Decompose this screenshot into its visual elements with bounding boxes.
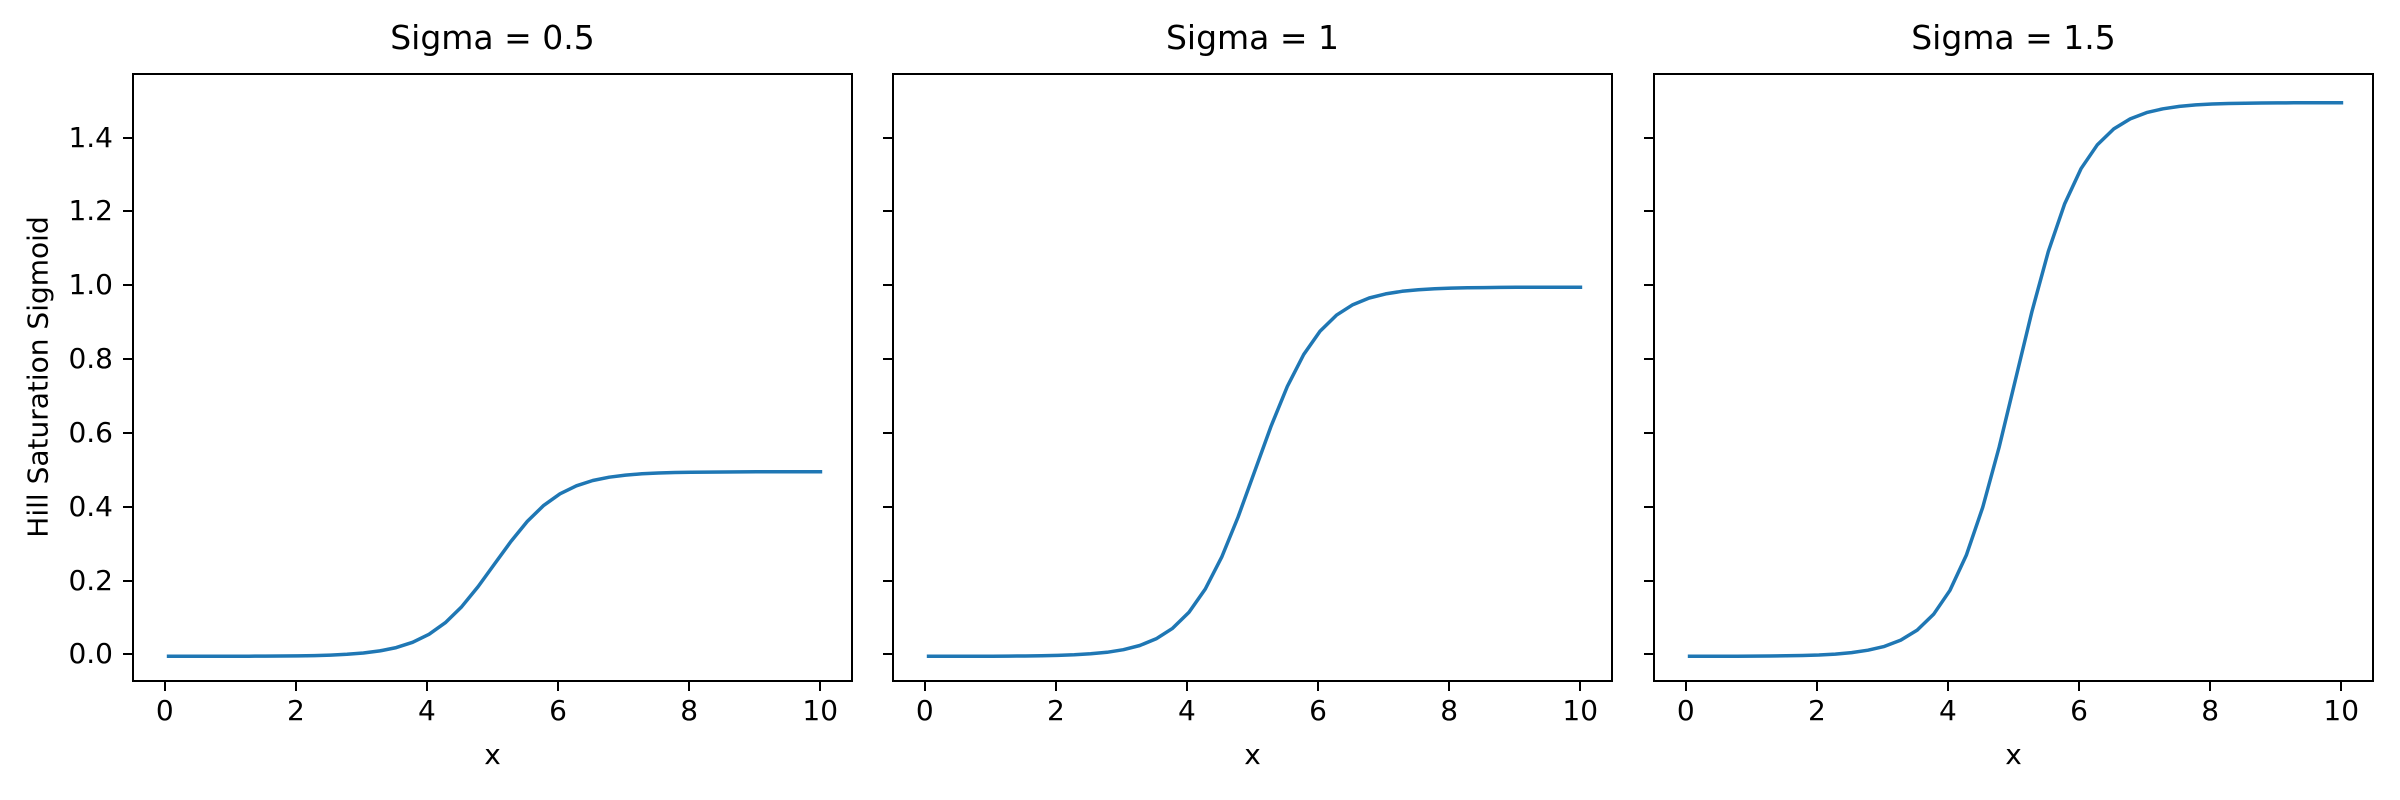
- y-tick-label: 0.8: [68, 342, 113, 376]
- y-tick-label: 1.2: [68, 194, 113, 228]
- sigmoid-curve: [166, 470, 823, 659]
- x-tick-mark: [163, 682, 166, 691]
- x-tick-label: 0: [1676, 694, 1695, 727]
- x-tick-mark: [1448, 682, 1451, 691]
- y-tick-mark: [883, 653, 892, 656]
- y-tick-mark: [123, 358, 132, 361]
- x-tick-mark: [1317, 682, 1320, 691]
- y-tick-mark: [883, 210, 892, 213]
- y-tick-mark: [883, 284, 892, 287]
- x-tick-label: 10: [1562, 694, 1599, 727]
- subplot-sigma-1-5: Sigma = 1.5 x 0 2 4 6 8 10: [1644, 0, 2374, 800]
- y-tick-label: 0.6: [68, 415, 113, 449]
- x-tick-mark: [2340, 682, 2343, 691]
- y-tick-label: 1.4: [68, 120, 113, 154]
- x-axis-label: x: [1244, 738, 1261, 771]
- x-tick-mark: [923, 682, 926, 691]
- subplot-title: Sigma = 0.5: [390, 18, 595, 57]
- x-tick-mark: [1054, 682, 1057, 691]
- y-tick-mark: [1644, 505, 1653, 508]
- y-tick-mark: [123, 284, 132, 287]
- y-tick-label: 1.0: [68, 268, 113, 302]
- y-tick-mark: [1644, 579, 1653, 582]
- x-tick-mark: [1185, 682, 1188, 691]
- sigmoid-curve: [926, 285, 1583, 659]
- plot-area: [892, 73, 1613, 682]
- x-tick-label: 6: [2070, 694, 2088, 727]
- x-tick-label: 0: [155, 694, 174, 727]
- x-tick-label: 8: [2201, 694, 2220, 727]
- x-tick-mark: [1579, 682, 1582, 691]
- x-axis-label: x: [484, 738, 501, 771]
- plot-area: [1653, 73, 2374, 682]
- y-tick-mark: [883, 431, 892, 434]
- x-tick-label: 4: [1178, 694, 1196, 727]
- y-tick-mark: [883, 358, 892, 361]
- x-tick-mark: [1815, 682, 1818, 691]
- y-tick-mark: [1644, 431, 1653, 434]
- x-tick-label: 8: [680, 694, 699, 727]
- curve-svg: [166, 470, 823, 659]
- x-tick-mark: [2078, 682, 2081, 691]
- y-tick-mark: [883, 136, 892, 139]
- y-tick-mark: [123, 505, 132, 508]
- y-tick-mark: [1644, 136, 1653, 139]
- x-tick-label: 0: [915, 694, 934, 727]
- subplot-title: Sigma = 1: [1165, 18, 1340, 57]
- y-tick-mark: [1644, 210, 1653, 213]
- x-tick-mark: [557, 682, 560, 691]
- curve-svg: [926, 285, 1583, 659]
- y-tick-label: 0.4: [68, 489, 113, 523]
- x-tick-label: 2: [286, 694, 305, 727]
- x-tick-label: 10: [802, 694, 839, 727]
- x-tick-label: 6: [1309, 694, 1327, 727]
- y-tick-mark: [883, 579, 892, 582]
- y-tick-mark: [123, 653, 132, 656]
- x-tick-mark: [1684, 682, 1687, 691]
- y-tick-mark: [123, 136, 132, 139]
- y-tick-mark: [883, 505, 892, 508]
- y-tick-mark: [123, 579, 132, 582]
- x-axis-label: x: [2005, 738, 2022, 771]
- x-tick-label: 10: [2323, 694, 2360, 727]
- x-tick-mark: [425, 682, 428, 691]
- x-tick-label: 8: [1440, 694, 1459, 727]
- x-tick-mark: [1946, 682, 1949, 691]
- x-tick-label: 4: [418, 694, 436, 727]
- subplot-title: Sigma = 1.5: [1911, 18, 2116, 57]
- x-tick-mark: [294, 682, 297, 691]
- plot-area: [132, 73, 853, 682]
- y-tick-mark: [123, 431, 132, 434]
- subplot-sigma-0-5: Sigma = 0.5 x 0 2 4 6 8 10 0.0 0.2 0.4 0.6 0.8 1.0 1…: [68, 0, 853, 800]
- y-tick-mark: [1644, 284, 1653, 287]
- subplot-sigma-1: Sigma = 1 x 0 2 4 6 8 10: [883, 0, 1613, 800]
- y-tick-mark: [123, 210, 132, 213]
- x-tick-label: 4: [1939, 694, 1957, 727]
- x-tick-mark: [688, 682, 691, 691]
- y-tick-mark: [1644, 653, 1653, 656]
- x-tick-mark: [819, 682, 822, 691]
- y-tick-label: 0.0: [68, 637, 113, 671]
- y-tick-label: 0.2: [68, 563, 113, 597]
- x-tick-label: 2: [1807, 694, 1826, 727]
- x-tick-label: 2: [1046, 694, 1065, 727]
- x-tick-label: 6: [549, 694, 567, 727]
- curve-svg: [1687, 100, 2344, 659]
- y-tick-mark: [1644, 358, 1653, 361]
- x-tick-mark: [2209, 682, 2212, 691]
- sigmoid-curve: [1687, 100, 2344, 659]
